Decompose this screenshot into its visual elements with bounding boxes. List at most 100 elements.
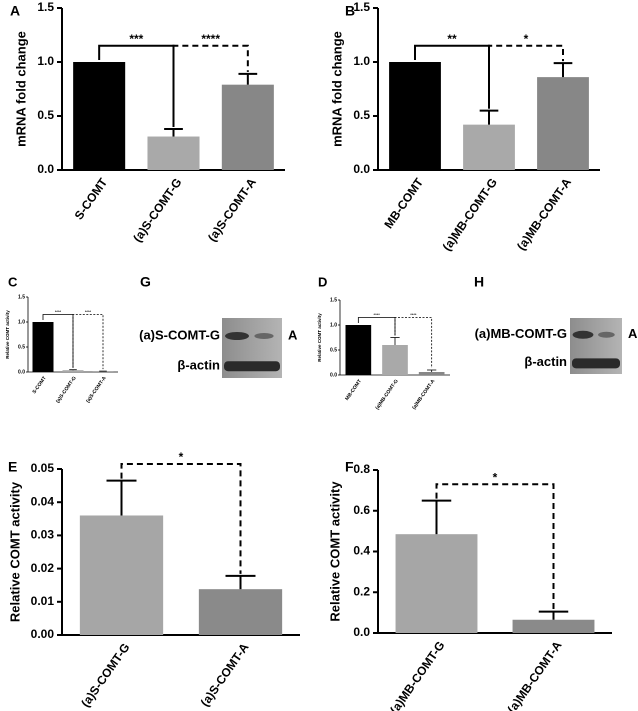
y-axis-label: mRNA fold change <box>13 31 28 147</box>
bar <box>345 325 372 375</box>
error-bar <box>106 479 137 516</box>
y-tick-label: 1.5 <box>18 294 25 300</box>
bar <box>32 322 54 372</box>
y-tick-label: 1.5 <box>330 297 337 303</box>
x-tick-label: S-COMT <box>72 175 111 222</box>
y-tick-label: 0.5 <box>37 108 54 122</box>
x-tick-label: (a)S-COMT-G <box>55 375 78 404</box>
y-tick-label: 0.5 <box>18 344 25 350</box>
error-bar <box>553 62 573 78</box>
panel-letter: A <box>10 3 20 19</box>
panel-letter: C <box>8 274 18 289</box>
y-tick-label: 0.2 <box>353 584 370 598</box>
bar <box>418 372 445 375</box>
bar <box>463 124 515 170</box>
y-axis-label: Relative COMT activity <box>5 310 10 359</box>
bar <box>389 62 441 170</box>
y-tick-label: 0.4 <box>353 544 370 558</box>
significance-label: ** <box>447 32 457 46</box>
x-tick-label: (a)MB-COMT-G <box>374 378 399 411</box>
panel-letter: H <box>474 274 484 290</box>
y-tick-label: 0.5 <box>353 108 370 122</box>
y-tick-label: 0.0 <box>353 625 370 639</box>
bar <box>73 62 126 170</box>
panel-letter: F <box>345 459 354 475</box>
y-tick-label: 0.0 <box>18 369 25 375</box>
significance-label: **** <box>374 312 381 317</box>
bar <box>512 619 595 633</box>
bar <box>537 77 589 170</box>
y-tick-label: 1.0 <box>37 54 54 68</box>
significance-bracket <box>72 314 104 370</box>
blot-label: (a)S-COMT-G <box>139 327 220 342</box>
x-tick-label: (a)MB-COMT-A <box>514 175 574 253</box>
y-tick-label: 0.6 <box>353 503 370 517</box>
blot-control-label: β-actin <box>177 357 220 372</box>
y-tick-label: 1.5 <box>37 0 54 14</box>
significance-label: **** <box>85 309 92 314</box>
y-tick-label: 0.5 <box>330 347 337 353</box>
panel-letter: E <box>8 459 17 475</box>
error-bar <box>238 72 258 85</box>
x-tick-label: MB-COMT <box>344 378 363 401</box>
panel-letter: D <box>318 274 327 289</box>
significance-label: **** <box>55 309 62 314</box>
blot-band <box>598 331 615 338</box>
y-tick-label: 1.0 <box>330 322 337 328</box>
significance-label: *** <box>129 32 143 46</box>
blot-control-label: β-actin <box>524 354 567 369</box>
significance-bracket <box>488 44 564 109</box>
x-tick-label: (a)MB-COMT-A <box>411 378 436 411</box>
y-tick-label: 0.05 <box>31 461 55 475</box>
significance-label: * <box>524 32 529 46</box>
significance-bracket <box>394 317 433 368</box>
x-tick-label: (a)MB-COMT-G <box>440 176 500 254</box>
blot-band <box>254 333 274 339</box>
significance-label: * <box>493 470 498 484</box>
significance-label: **** <box>201 32 220 46</box>
bar <box>382 345 408 375</box>
bar <box>198 589 283 635</box>
x-tick-label: (a)MB-COMT-G <box>387 639 447 711</box>
error-bar <box>164 127 183 137</box>
blot-lane-label: A <box>288 327 298 342</box>
significance-bracket <box>435 483 555 610</box>
blot-label: (a)MB-COMT-G <box>475 326 567 341</box>
panel-letter: B <box>345 3 355 19</box>
bar <box>395 534 478 633</box>
x-tick-label: (a)MB-COMT-A <box>505 638 565 711</box>
y-tick-label: 0.04 <box>31 494 55 508</box>
y-tick-label: 0.0 <box>37 162 54 176</box>
bar <box>221 84 274 170</box>
bar <box>147 136 200 170</box>
y-tick-label: 0.01 <box>31 594 55 608</box>
y-tick-label: 0.02 <box>31 561 55 575</box>
blot-lane-label: A <box>628 326 638 341</box>
x-tick-label: (a)S-COMT-G <box>130 176 184 245</box>
x-tick-label: (a)S-COMT-A <box>205 175 259 244</box>
blot-band <box>572 358 620 369</box>
y-axis-label: Relative COMT activity <box>317 313 322 362</box>
significance-bracket <box>120 463 242 574</box>
bar <box>79 515 164 635</box>
error-bar <box>479 109 499 125</box>
y-axis-label: mRNA fold change <box>329 31 344 147</box>
error-bar <box>538 610 569 620</box>
blot-band <box>224 361 280 372</box>
error-bar <box>390 337 400 345</box>
y-axis-label: Relative COMT activity <box>327 481 342 622</box>
blot-band <box>572 330 594 339</box>
error-bar <box>427 369 437 372</box>
blot-band <box>225 332 249 340</box>
significance-label: **** <box>410 312 417 317</box>
bar <box>92 371 114 372</box>
error-bar <box>225 574 256 590</box>
y-tick-label: 1.0 <box>18 319 25 325</box>
y-tick-label: 1.0 <box>353 54 370 68</box>
x-tick-label: (a)S-COMT-A <box>85 375 108 404</box>
x-tick-label: MB-COMT <box>381 175 426 231</box>
bar <box>62 370 84 372</box>
significance-bracket <box>42 314 74 368</box>
significance-bracket <box>172 44 249 127</box>
